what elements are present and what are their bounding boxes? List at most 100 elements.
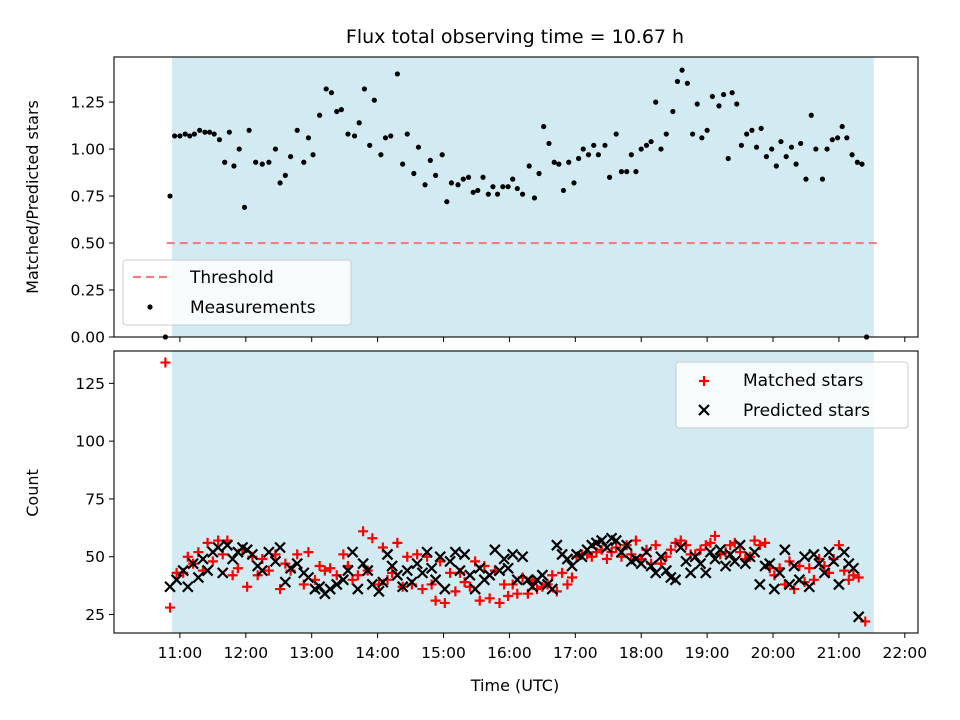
top-point-0-12 (222, 159, 228, 165)
top-point-0-94 (658, 146, 664, 152)
legend-measurements-swatch (147, 304, 153, 310)
bottom-point-1-120 (768, 583, 781, 595)
bottom-point-0-69 (512, 588, 523, 599)
top-point-0-40 (378, 152, 384, 158)
top-point-0-89 (633, 169, 639, 175)
top-point-0-8 (202, 129, 208, 135)
bottom-point-1-89 (615, 546, 628, 558)
top-point-0-90 (638, 146, 644, 152)
bottom-point-1-134 (838, 546, 850, 558)
top-point-0-77 (571, 180, 577, 186)
top-point-0-125 (813, 146, 819, 152)
bottom-point-1-112 (729, 555, 741, 568)
bottom-point-1-12 (226, 553, 239, 565)
bottom-point-1-119 (763, 557, 776, 570)
bottom-point-1-114 (739, 557, 752, 570)
bottom-axes-frame (113, 350, 919, 634)
top-point-0-85 (613, 131, 619, 137)
top-point-0-58 (475, 187, 481, 194)
bottom-point-1-19 (263, 546, 275, 558)
bottom-point-0-102 (675, 535, 686, 546)
bottom-point-1-7 (201, 564, 214, 577)
top-point-0-3 (177, 133, 183, 139)
bottom-point-1-79 (566, 560, 578, 572)
top-axes-frame (113, 56, 919, 338)
bottom-y-tick-label-0: 25 (85, 606, 105, 624)
bottom-point-1-59 (469, 583, 481, 595)
top-point-0-34 (345, 131, 351, 137)
bottom-point-0-100 (665, 544, 676, 555)
top-point-0-82 (595, 152, 601, 158)
bottom-point-1-67 (506, 548, 519, 561)
bottom-point-1-69 (516, 550, 529, 563)
bottom-point-1-9 (212, 541, 224, 554)
top-point-0-81 (591, 142, 597, 148)
bottom-y-tick-label-1: 50 (85, 548, 105, 566)
legend-threshold-label: Threshold (189, 268, 274, 288)
top-point-0-97 (674, 78, 681, 85)
top-y-tick-label-2: 0.50 (70, 235, 105, 253)
bottom-point-1-103 (684, 567, 697, 579)
top-point-0-101 (694, 101, 700, 107)
bottom-point-1-109 (714, 544, 727, 556)
bottom-series-predicted-stars (164, 532, 865, 623)
top-point-0-76 (566, 159, 572, 165)
top-point-0-48 (422, 182, 428, 188)
bottom-point-0-48 (412, 549, 423, 560)
top-point-0-61 (490, 184, 496, 190)
top-point-0-133 (854, 159, 860, 165)
bottom-point-1-97 (655, 550, 667, 563)
bottom-point-1-21 (274, 541, 286, 554)
bottom-point-1-10 (216, 567, 229, 579)
bottom-point-1-121 (773, 567, 786, 579)
top-point-0-5 (187, 133, 193, 139)
top-point-0-50 (433, 172, 439, 178)
bottom-point-1-117 (754, 578, 766, 591)
bottom-point-1-11 (221, 539, 234, 551)
bottom-point-0-10 (213, 535, 224, 546)
legend-predicted-swatch (698, 404, 710, 416)
bottom-point-0-99 (661, 551, 672, 562)
bottom-point-0-87 (601, 554, 612, 565)
bottom-legend: Matched stars Predicted stars (675, 361, 909, 429)
top-point-0-13 (226, 129, 232, 135)
top-point-0-79 (580, 146, 586, 152)
bottom-point-0-29 (314, 560, 325, 571)
legend-matched-swatch (699, 376, 709, 386)
bottom-point-1-28 (313, 580, 326, 593)
bottom-point-0-55 (445, 567, 456, 578)
top-point-0-41 (382, 135, 389, 141)
top-point-0-63 (500, 184, 506, 190)
bottom-point-0-56 (450, 586, 461, 597)
bottom-point-1-63 (489, 544, 501, 556)
top-point-0-118 (778, 138, 784, 145)
legend-predicted-label: Predicted stars (743, 401, 870, 421)
top-point-0-53 (448, 180, 455, 186)
bottom-point-1-93 (635, 557, 647, 570)
bottom-point-0-128 (804, 563, 815, 574)
chart-title: Flux total observing time = 10.67 h (346, 26, 684, 48)
bottom-point-1-105 (694, 557, 707, 570)
bottom-point-1-132 (827, 555, 840, 568)
bottom-point-0-49 (417, 584, 428, 595)
bottom-point-0-119 (760, 537, 771, 548)
top-point-0-104 (709, 93, 715, 100)
top-point-0-95 (663, 131, 669, 137)
top-point-0-98 (679, 67, 685, 73)
top-point-0-52 (444, 199, 450, 205)
bottom-point-1-16 (246, 548, 259, 561)
bottom-point-1-111 (724, 548, 736, 561)
top-point-0-122 (798, 140, 804, 147)
bottom-point-1-36 (357, 557, 369, 570)
bottom-point-1-137 (852, 611, 865, 623)
bottom-point-1-49 (421, 546, 433, 558)
bottom-point-1-1 (170, 574, 183, 586)
top-point-0-96 (670, 108, 676, 115)
top-point-0-7 (197, 127, 203, 133)
bottom-point-0-9 (207, 556, 218, 567)
top-point-0-9 (206, 129, 213, 135)
bottom-point-0-44 (392, 537, 403, 548)
x-tick-label-6: 17:00 (553, 644, 598, 662)
top-point-0-99 (684, 80, 690, 86)
top-point-0-65 (510, 176, 516, 182)
